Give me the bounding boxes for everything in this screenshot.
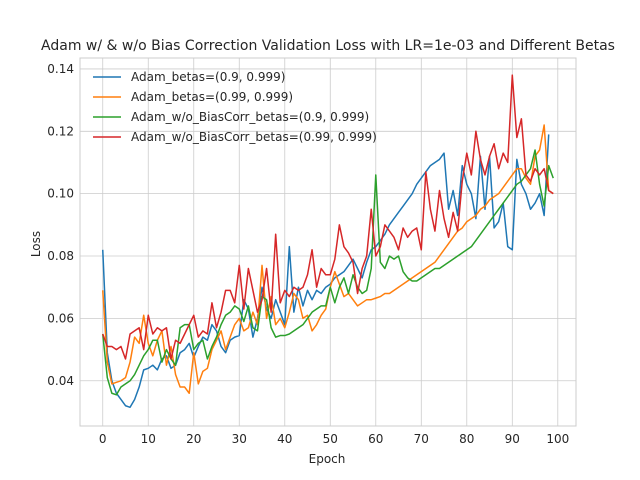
series-line-4: [102, 74, 554, 360]
x-tick-label: 80: [459, 432, 474, 446]
x-axis-label: Epoch: [309, 452, 346, 466]
x-tick-label: 40: [277, 432, 292, 446]
x-tick-label: 20: [186, 432, 201, 446]
y-tick-label: 0.12: [47, 124, 74, 138]
plot-area: [80, 58, 576, 426]
y-tick-label: 0.10: [47, 187, 74, 201]
legend-entry-label: Adam_betas=(0.9, 0.999): [131, 70, 285, 84]
chart-title: Adam w/ & w/o Bias Correction Validation…: [41, 38, 615, 54]
series-line-3: [102, 149, 554, 396]
y-tick-label: 0.04: [47, 374, 74, 388]
y-tick-label: 0.14: [47, 62, 74, 76]
x-tick-label: 50: [323, 432, 338, 446]
x-tick-label: 10: [141, 432, 156, 446]
x-tick-label: 90: [505, 432, 520, 446]
x-tick-label: 0: [99, 432, 107, 446]
plot-frame: [79, 57, 577, 427]
y-tick-label: 0.08: [47, 249, 74, 263]
x-tick-label: 60: [368, 432, 383, 446]
series-lines: [102, 74, 554, 409]
legend-entry-label: Adam_w/o_BiasCorr_betas=(0.99, 0.999): [131, 130, 377, 144]
x-tick-label: 70: [414, 432, 429, 446]
legend-entry-label: Adam_betas=(0.99, 0.999): [131, 90, 293, 104]
x-tick-label: 30: [232, 432, 247, 446]
x-tick-label: 100: [546, 432, 569, 446]
y-axis-label: Loss: [29, 231, 43, 257]
tick-labels: 0 10 20 30 40 50 60 70 80 90 100 0.04 0.06 0.08 0.10 0.…: [47, 62, 569, 446]
series-line-1: [102, 134, 550, 409]
y-tick-label: 0.06: [47, 311, 74, 325]
legend: Adam_betas=(0.9, 0.999) Adam_betas=(0.99,…: [93, 70, 377, 144]
legend-entry-label: Adam_w/o_BiasCorr_betas=(0.9, 0.999): [131, 110, 369, 124]
